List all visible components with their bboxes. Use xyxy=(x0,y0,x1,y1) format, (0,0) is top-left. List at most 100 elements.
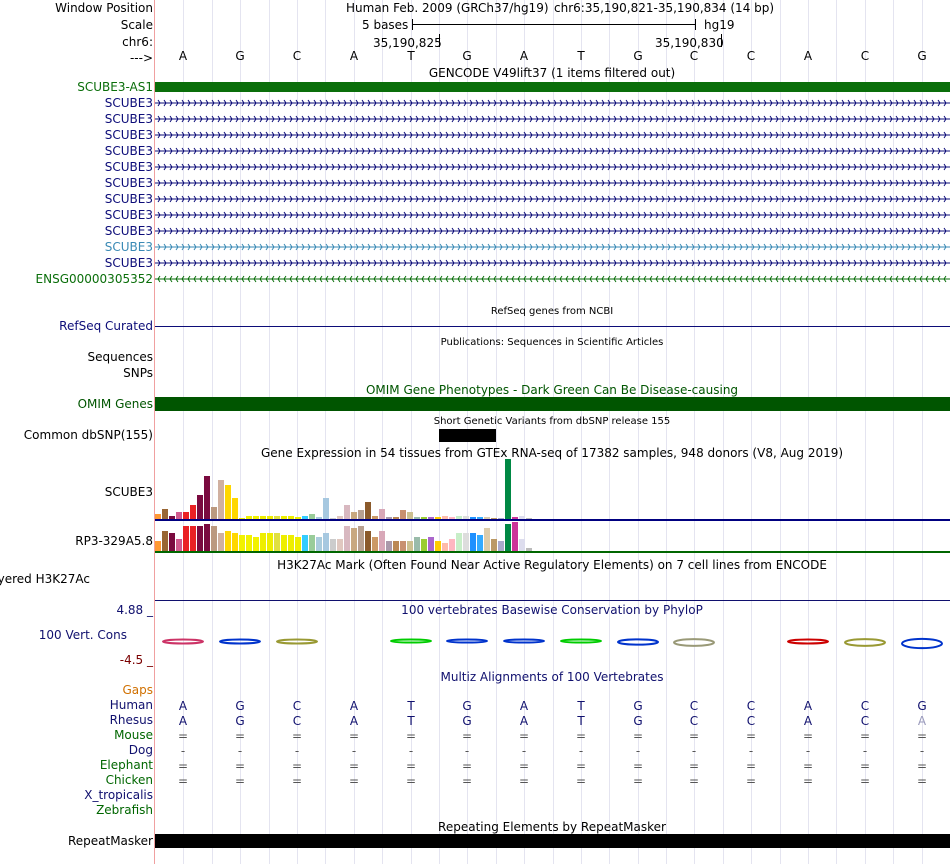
gtex-scube3-bar[interactable] xyxy=(169,516,175,519)
gtex-scube3-bar[interactable] xyxy=(204,476,210,519)
gtex-scube3-bar[interactable] xyxy=(309,514,315,519)
gtex-rp3-bar[interactable] xyxy=(225,531,231,552)
gtex-scube3-bar[interactable] xyxy=(190,505,196,519)
gtex-rp3-bar[interactable] xyxy=(197,526,203,552)
gtex-scube3-bar[interactable] xyxy=(323,498,329,519)
repeatmasker-element[interactable] xyxy=(155,834,950,848)
label-gtex-scube3[interactable]: SCUBE3 xyxy=(104,485,153,499)
species-label[interactable]: Elephant xyxy=(99,758,153,772)
gtex-scube3-bar[interactable] xyxy=(162,509,168,519)
gtex-rp3-bar[interactable] xyxy=(414,537,420,552)
gtex-scube3-bar[interactable] xyxy=(414,517,420,519)
gtex-rp3-bar[interactable] xyxy=(288,535,294,552)
gtex-rp3-bar[interactable] xyxy=(267,533,273,552)
gtex-rp3-bar[interactable] xyxy=(295,537,301,552)
species-label[interactable]: Mouse xyxy=(114,728,153,742)
label-repeatmasker[interactable]: RepeatMasker xyxy=(67,834,153,848)
gtex-rp3-bar[interactable] xyxy=(491,539,497,552)
gtex-rp3-bar[interactable] xyxy=(274,533,280,552)
gtex-rp3-bar[interactable] xyxy=(372,537,378,552)
species-label[interactable]: Human xyxy=(109,698,153,712)
gtex-scube3-bar[interactable] xyxy=(449,517,455,519)
gtex-rp3-bar[interactable] xyxy=(477,535,483,552)
gtex-scube3-bar[interactable] xyxy=(302,516,308,519)
gtex-scube3-bar[interactable] xyxy=(442,516,448,519)
gtex-rp3-bar[interactable] xyxy=(435,541,441,552)
gtex-scube3-bar[interactable] xyxy=(372,516,378,519)
gtex-rp3-bar[interactable] xyxy=(253,537,259,552)
gtex-scube3-bar[interactable] xyxy=(498,518,504,519)
label-scube3-transcript[interactable]: SCUBE3 xyxy=(104,96,153,110)
gtex-scube3-bar[interactable] xyxy=(456,516,462,519)
gtex-scube3-bar[interactable] xyxy=(239,518,245,519)
species-label[interactable]: Chicken xyxy=(105,773,153,787)
gtex-rp3-bar[interactable] xyxy=(239,535,245,552)
gtex-rp3-bar[interactable] xyxy=(519,539,525,552)
gtex-scube3-bar[interactable] xyxy=(421,517,427,519)
species-label[interactable]: Dog xyxy=(128,743,153,757)
track-display-area[interactable]: Human Feb. 2009 (GRCh37/hg19) chr6:35,19… xyxy=(155,0,950,864)
gtex-rp3-chart[interactable] xyxy=(155,522,950,552)
gtex-rp3-bar[interactable] xyxy=(400,541,406,552)
label-common-dbsnp[interactable]: Common dbSNP(155) xyxy=(23,428,153,442)
gtex-scube3-bar[interactable] xyxy=(267,516,273,519)
gtex-scube3-bar[interactable] xyxy=(295,517,301,519)
label-scube3-transcript[interactable]: SCUBE3 xyxy=(104,112,153,126)
gtex-rp3-bar[interactable] xyxy=(309,535,315,552)
gtex-rp3-bar[interactable] xyxy=(204,524,210,552)
label-scube3-transcript[interactable]: SCUBE3 xyxy=(104,240,153,254)
gtex-scube3-bar[interactable] xyxy=(183,512,189,519)
gtex-rp3-bar[interactable] xyxy=(316,537,322,552)
gtex-scube3-bar[interactable] xyxy=(260,516,266,519)
gtex-scube3-bar[interactable] xyxy=(197,495,203,519)
gtex-scube3-bar[interactable] xyxy=(155,514,161,519)
omim-gene-bar[interactable] xyxy=(155,397,950,411)
gtex-scube3-bar[interactable] xyxy=(470,517,476,519)
gtex-rp3-bar[interactable] xyxy=(190,526,196,552)
gtex-scube3-bar[interactable] xyxy=(407,512,413,519)
gtex-rp3-bar[interactable] xyxy=(456,533,462,552)
phylop-conservation-glyphs[interactable] xyxy=(155,630,950,660)
gtex-scube3-bar[interactable] xyxy=(218,480,224,519)
gtex-rp3-bar[interactable] xyxy=(505,524,511,552)
gtex-scube3-bar[interactable] xyxy=(400,510,406,519)
species-label[interactable]: Zebrafish xyxy=(96,803,153,817)
gtex-rp3-bar[interactable] xyxy=(379,531,385,552)
gtex-rp3-bar[interactable] xyxy=(260,533,266,552)
gtex-rp3-bar[interactable] xyxy=(155,541,161,552)
gtex-scube3-bar[interactable] xyxy=(211,507,217,519)
gtex-rp3-bar[interactable] xyxy=(351,528,357,552)
species-label[interactable]: Rhesus xyxy=(109,713,153,727)
gtex-scube3-bar[interactable] xyxy=(386,517,392,519)
gtex-rp3-bar[interactable] xyxy=(386,541,392,552)
gtex-rp3-bar[interactable] xyxy=(470,533,476,552)
gtex-rp3-bar[interactable] xyxy=(323,533,329,552)
gtex-scube3-bar[interactable] xyxy=(288,516,294,519)
gtex-rp3-bar[interactable] xyxy=(281,535,287,552)
gtex-rp3-bar[interactable] xyxy=(162,531,168,552)
gtex-scube3-bar[interactable] xyxy=(484,517,490,519)
gtex-scube3-bar[interactable] xyxy=(491,518,497,519)
gtex-rp3-bar[interactable] xyxy=(512,522,518,552)
gtex-scube3-bar[interactable] xyxy=(526,518,532,519)
gtex-rp3-bar[interactable] xyxy=(344,526,350,552)
label-ensg-transcript[interactable]: ENSG00000305352 xyxy=(35,272,153,286)
gtex-rp3-bar[interactable] xyxy=(393,541,399,552)
label-100-vert-cons[interactable]: 100 Vert. Cons xyxy=(38,628,127,642)
label-scube3-as1[interactable]: SCUBE3-AS1 xyxy=(77,80,153,94)
gtex-scube3-bar[interactable] xyxy=(253,516,259,519)
gtex-rp3-bar[interactable] xyxy=(232,533,238,552)
gtex-scube3-chart[interactable] xyxy=(155,459,950,519)
gtex-rp3-bar[interactable] xyxy=(358,526,364,552)
gtex-scube3-bar[interactable] xyxy=(344,505,350,519)
gtex-rp3-bar[interactable] xyxy=(428,537,434,552)
label-omim-genes[interactable]: OMIM Genes xyxy=(77,397,153,411)
gtex-rp3-bar[interactable] xyxy=(211,526,217,552)
gtex-rp3-bar[interactable] xyxy=(218,533,224,552)
label-scube3-transcript[interactable]: SCUBE3 xyxy=(104,224,153,238)
gtex-scube3-bar[interactable] xyxy=(232,498,238,519)
gtex-rp3-bar[interactable] xyxy=(330,539,336,552)
gtex-scube3-bar[interactable] xyxy=(274,516,280,519)
gencode-transcripts[interactable] xyxy=(155,92,950,302)
gtex-rp3-bar[interactable] xyxy=(302,535,308,552)
